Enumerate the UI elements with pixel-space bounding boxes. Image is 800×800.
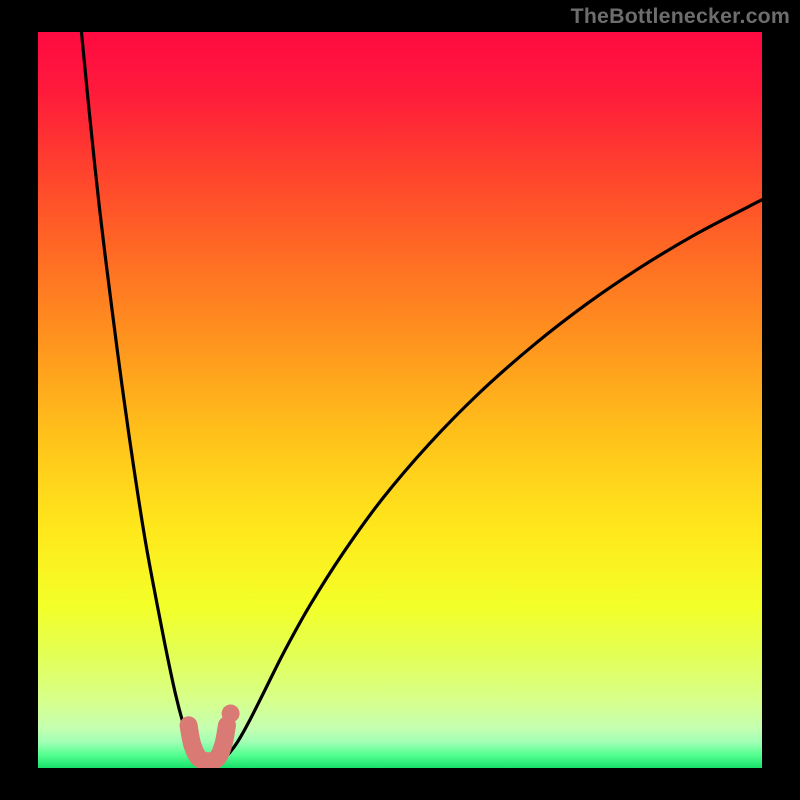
chart-stage: TheBottlenecker.com xyxy=(0,0,800,800)
bottleneck-chart xyxy=(0,0,800,800)
